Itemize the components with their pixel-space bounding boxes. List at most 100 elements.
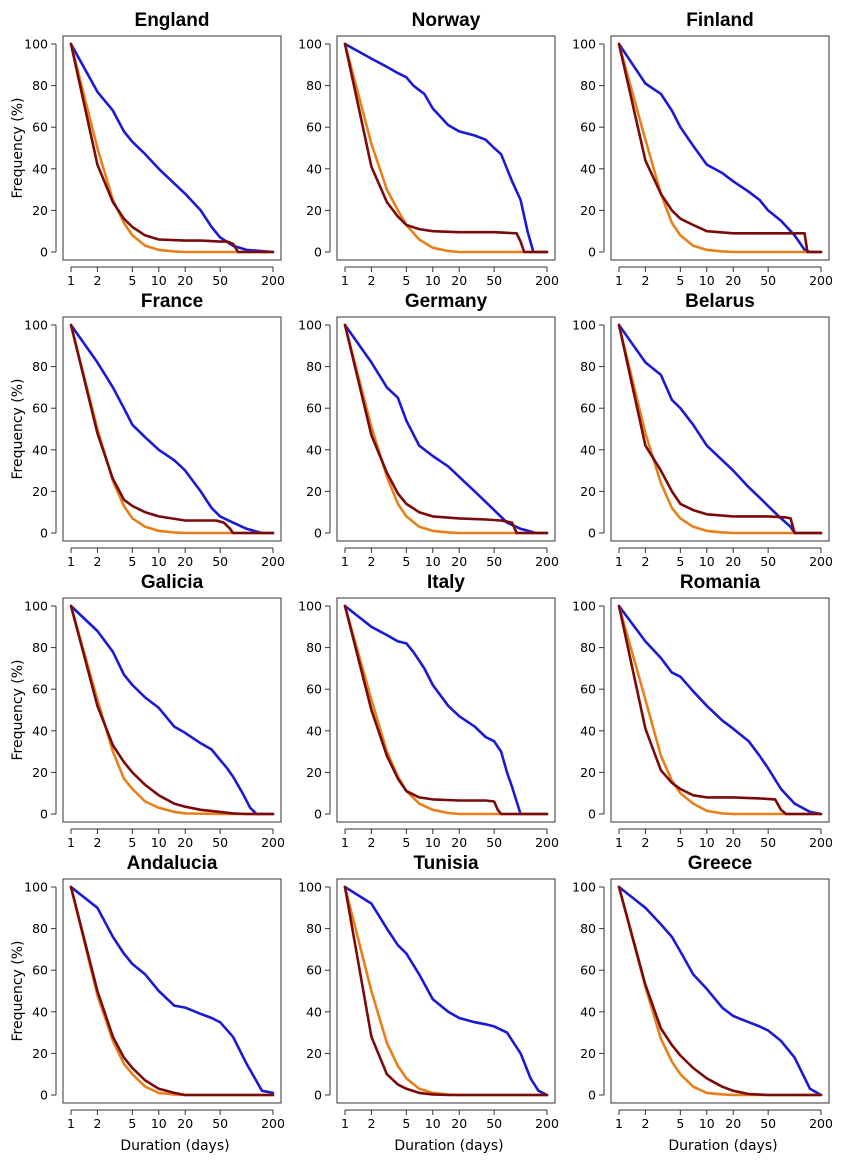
series-line-blue: [69, 885, 275, 1095]
x-tick-label: 10: [425, 554, 441, 569]
x-tick-label: 2: [641, 1116, 649, 1131]
y-tick-label: 0: [40, 1088, 48, 1103]
series-line-darkred: [617, 323, 823, 535]
x-tick-label: 200: [809, 273, 833, 288]
plot-frame: [610, 878, 830, 1104]
x-tick-label: 200: [535, 1116, 559, 1131]
y-tick-label: 60: [32, 963, 48, 978]
x-tick-label: 2: [641, 554, 649, 569]
x-tick-label: 10: [151, 835, 167, 850]
panel-andalucia: Andalucia 0 20 40 60 80 100 1 2 5 10 20 50 200 Frequen…: [10, 853, 285, 1154]
x-tick-label: 1: [67, 554, 75, 569]
y-tick-label: 60: [580, 120, 596, 135]
series-line-orange: [69, 323, 275, 535]
panel-greece: Greece 0 20 40 60 80 100 1 2 5 10 20 50 200 Duration (…: [572, 853, 833, 1154]
x-tick-label: 50: [212, 835, 228, 850]
x-tick-label: 2: [367, 554, 375, 569]
x-tick-label: 200: [261, 554, 285, 569]
y-tick-label: 0: [314, 245, 322, 260]
x-tick-label: 1: [341, 835, 349, 850]
x-tick-label: 5: [128, 1116, 136, 1131]
x-tick-label: 20: [725, 835, 741, 850]
x-tick-label: 5: [676, 273, 684, 288]
y-tick-label: 80: [306, 921, 322, 936]
y-tick-label: 40: [306, 1004, 322, 1019]
x-tick-label: 20: [177, 273, 193, 288]
y-tick-label: 20: [306, 203, 322, 218]
y-tick-label: 100: [298, 318, 322, 333]
y-tick-label: 80: [580, 359, 596, 374]
y-tick-label: 80: [306, 640, 322, 655]
y-tick-label: 0: [314, 526, 322, 541]
y-tick-label: 20: [32, 1046, 48, 1061]
y-tick-label: 100: [572, 318, 596, 333]
x-tick-label: 20: [451, 1116, 467, 1131]
x-tick-label: 1: [615, 835, 623, 850]
x-tick-label: 5: [128, 273, 136, 288]
y-tick-label: 40: [32, 1004, 48, 1019]
plot-frame: [62, 878, 282, 1104]
y-tick-label: 80: [580, 921, 596, 936]
x-tick-label: 1: [67, 1116, 75, 1131]
y-tick-label: 40: [32, 161, 48, 176]
series-line-darkred: [343, 42, 549, 254]
series-line-darkred: [617, 604, 823, 816]
plot-frame: [610, 597, 830, 823]
x-tick-label: 20: [451, 835, 467, 850]
y-tick-label: 80: [32, 359, 48, 374]
x-tick-label: 1: [67, 273, 75, 288]
panel-title: Germany: [405, 291, 488, 312]
x-axis-label: Duration (days): [394, 1138, 503, 1154]
series-line-orange: [617, 885, 823, 1097]
series-line-blue: [69, 323, 275, 535]
panel-title: Romania: [680, 572, 761, 593]
y-tick-label: 20: [306, 765, 322, 780]
plot-frame: [610, 316, 830, 542]
y-tick-label: 100: [24, 37, 48, 52]
x-tick-label: 20: [451, 273, 467, 288]
x-tick-label: 1: [615, 554, 623, 569]
y-tick-label: 20: [306, 1046, 322, 1061]
x-tick-label: 10: [425, 1116, 441, 1131]
x-tick-label: 5: [676, 835, 684, 850]
series-line-orange: [69, 42, 275, 254]
y-tick-label: 0: [40, 526, 48, 541]
series-line-blue: [617, 604, 823, 816]
y-tick-label: 0: [588, 526, 596, 541]
series-line-blue: [617, 885, 823, 1097]
panel-title: Galicia: [141, 572, 204, 593]
series-line-blue: [617, 42, 823, 254]
x-tick-label: 10: [699, 273, 715, 288]
plot-frame: [336, 597, 556, 823]
y-tick-label: 60: [32, 120, 48, 135]
panel-england: England 0 20 40 60 80 100 1 2 5 10 20 50 200 Frequency…: [10, 10, 285, 288]
x-tick-label: 20: [177, 554, 193, 569]
series-line-orange: [617, 42, 823, 254]
x-tick-label: 10: [699, 1116, 715, 1131]
y-tick-label: 60: [580, 401, 596, 416]
x-tick-label: 200: [809, 835, 833, 850]
series-line-darkred: [617, 885, 823, 1097]
panel-galicia: Galicia 0 20 40 60 80 100 1 2 5 10 20 50 200 Frequency…: [10, 572, 285, 850]
plot-frame: [62, 597, 282, 823]
y-tick-label: 0: [314, 1088, 322, 1103]
x-tick-label: 5: [676, 554, 684, 569]
x-tick-label: 20: [451, 554, 467, 569]
panel-germany: Germany 0 20 40 60 80 100 1 2 5 10 20 50 200: [298, 291, 559, 569]
y-tick-label: 0: [588, 245, 596, 260]
y-tick-label: 100: [572, 880, 596, 895]
y-tick-label: 40: [306, 161, 322, 176]
y-tick-label: 80: [32, 640, 48, 655]
x-tick-label: 1: [341, 273, 349, 288]
series-line-blue: [343, 42, 549, 254]
x-tick-label: 5: [128, 554, 136, 569]
y-tick-label: 60: [306, 401, 322, 416]
x-tick-label: 10: [151, 1116, 167, 1131]
series-line-darkred: [617, 42, 823, 254]
series-line-blue: [69, 604, 275, 816]
x-tick-label: 2: [641, 273, 649, 288]
x-tick-label: 50: [212, 273, 228, 288]
x-tick-label: 50: [760, 273, 776, 288]
series-line-darkred: [343, 323, 549, 535]
y-tick-label: 20: [32, 484, 48, 499]
